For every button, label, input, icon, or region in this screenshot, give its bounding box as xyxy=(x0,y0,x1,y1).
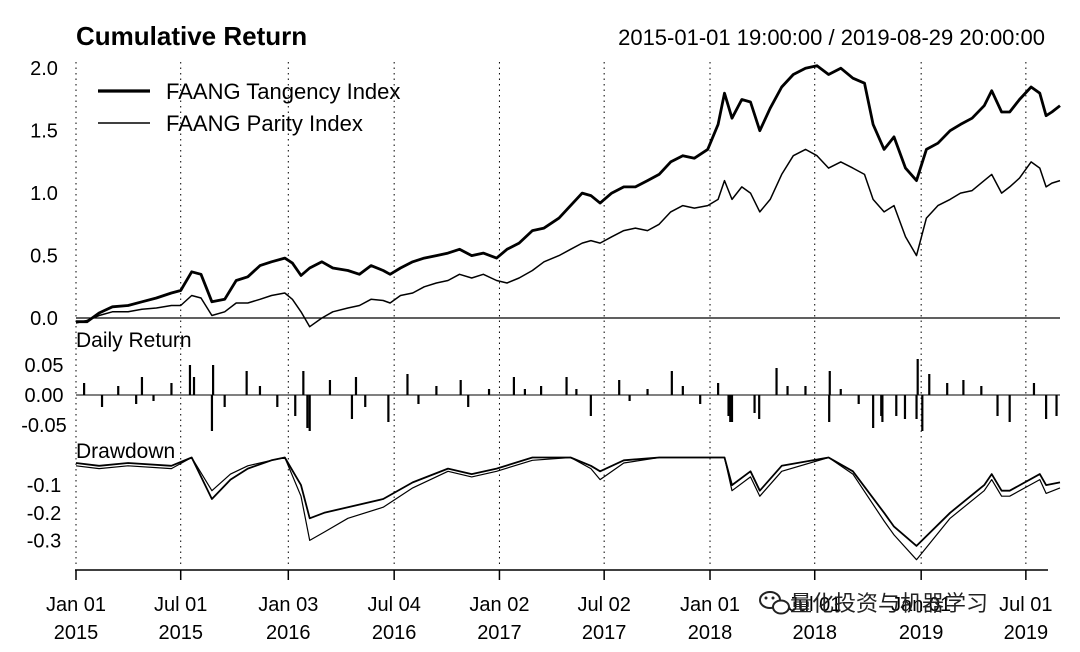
vertical-grid xyxy=(75,62,1027,568)
wechat-icon xyxy=(759,591,790,615)
cumulative-y-tick-label: 1.0 xyxy=(30,183,58,205)
cumulative-y-tick-label: 1.5 xyxy=(30,121,58,143)
drawdown-line-tangency xyxy=(75,456,1061,547)
series-lines xyxy=(75,64,1061,561)
drawdown-y-tick-label: -0.3 xyxy=(27,530,61,552)
cumulative-y-tick-label: 2.0 xyxy=(30,58,58,80)
date-range: 2015-01-01 19:00:00 / 2019-08-29 20:00:0… xyxy=(618,25,1045,50)
x-tick-year: 2018 xyxy=(792,622,837,644)
x-tick-label: Jan 01 xyxy=(46,594,106,616)
x-tick-label: Jan 03 xyxy=(258,594,318,616)
daily-y-tick-label: -0.05 xyxy=(21,415,67,437)
x-tick-year: 2016 xyxy=(372,622,417,644)
cumulative-line-tangency xyxy=(76,64,1061,324)
daily-y-tick-label: 0.05 xyxy=(25,355,64,377)
x-tick-label: Jan 01 xyxy=(680,594,740,616)
drawdown-y-tick-label: -0.1 xyxy=(27,475,61,497)
x-tick-label: Jan 01 xyxy=(891,594,951,616)
cumulative-y-tick-label: 0.0 xyxy=(30,308,58,330)
chart-title: Cumulative Return xyxy=(76,21,307,51)
legend-label-tangency: FAANG Tangency Index xyxy=(166,79,400,104)
x-tick-label: Jul 01 xyxy=(999,594,1052,616)
x-tick-year: 2017 xyxy=(582,622,627,644)
y-tick-labels: 0.0 0.5 1.0 1.5 2.0 0.05 0.00 -0.05 -0.1 -0.2 -0.3 xyxy=(21,58,67,552)
x-tick-year: 2016 xyxy=(266,622,311,644)
drawdown-label: Drawdown xyxy=(76,440,175,463)
x-tick-year: 2015 xyxy=(158,622,203,644)
x-tick-year: 2018 xyxy=(688,622,733,644)
x-tick-year: 2019 xyxy=(1004,622,1049,644)
daily-return-label: Daily Return xyxy=(76,329,192,352)
x-tick-label: Jul 01 xyxy=(154,594,207,616)
legend: FAANG Tangency Index FAANG Parity Index xyxy=(98,79,400,136)
x-tick-year: 2015 xyxy=(54,622,99,644)
legend-label-parity: FAANG Parity Index xyxy=(166,111,363,136)
x-axis: Jan 01 2015 Jul 01 2015 Jan 03 2016 Jul 04 2016… xyxy=(46,569,1053,644)
x-tick-label: Jul 04 xyxy=(367,594,420,616)
daily-y-tick-label: 0.00 xyxy=(25,385,64,407)
x-tick-year: 2017 xyxy=(477,622,522,644)
x-tick-year: 2019 xyxy=(899,622,944,644)
x-tick-label: Jul 02 xyxy=(577,594,630,616)
x-tick-label: Jul 01 xyxy=(788,594,841,616)
baselines xyxy=(76,317,1060,396)
watermark: 量化投资与机器学习 xyxy=(759,591,988,616)
daily-return-bars xyxy=(82,359,1058,431)
cumulative-line-parity xyxy=(75,148,1061,328)
x-tick-label: Jan 02 xyxy=(469,594,529,616)
watermark-text: 量化投资与机器学习 xyxy=(790,591,988,616)
drawdown-y-tick-label: -0.2 xyxy=(27,503,61,525)
cumulative-y-tick-label: 0.5 xyxy=(30,246,58,268)
drawdown-line-parity xyxy=(75,456,1061,561)
